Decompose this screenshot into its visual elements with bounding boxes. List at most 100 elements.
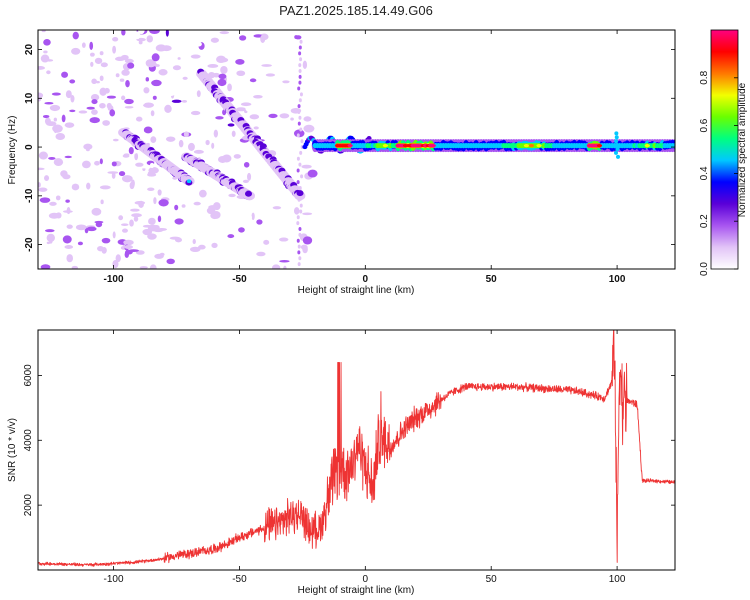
noise-blob xyxy=(38,96,42,102)
noise-blob xyxy=(62,174,71,180)
noise-blob xyxy=(39,197,51,203)
noise-blob xyxy=(172,65,182,71)
noise-blob xyxy=(46,241,51,245)
noise-blob xyxy=(209,112,221,116)
noise-blob xyxy=(106,95,117,99)
noise-blob xyxy=(193,201,201,206)
noise-blob xyxy=(182,76,188,80)
noise-blob xyxy=(290,117,294,121)
noise-blob xyxy=(121,69,130,76)
noise-blob xyxy=(232,265,238,269)
spectrogram-x-label: Height of straight line (km) xyxy=(298,285,415,296)
noise-blob xyxy=(118,215,124,221)
noise-blob xyxy=(101,247,107,254)
noise-blob xyxy=(111,172,116,179)
noise-blob xyxy=(150,136,157,144)
noise-blob xyxy=(189,246,201,252)
noise-blob xyxy=(56,30,67,35)
noise-blob xyxy=(119,78,125,82)
noise-blob xyxy=(91,78,97,85)
noise-blob xyxy=(152,95,157,100)
noise-blob xyxy=(69,109,76,113)
noise-blob xyxy=(190,54,201,59)
noise-blob xyxy=(145,60,157,68)
noise-blob xyxy=(293,129,305,138)
snr-x-tick-label: 0 xyxy=(363,574,369,585)
noise-blob xyxy=(205,139,210,146)
noise-blob xyxy=(106,51,113,57)
noise-blob xyxy=(174,218,184,225)
noise-blob xyxy=(190,110,201,116)
noise-blob xyxy=(302,236,313,245)
noise-blob xyxy=(279,113,290,119)
noise-blob xyxy=(112,45,117,54)
noise-blob xyxy=(165,91,176,97)
noise-blob xyxy=(100,199,104,205)
spike-blob xyxy=(299,57,303,62)
noise-blob xyxy=(115,73,120,78)
noise-blob xyxy=(195,41,202,47)
noise-blob xyxy=(301,46,311,53)
band-core xyxy=(644,143,650,148)
noise-blob xyxy=(52,124,63,133)
noise-blob xyxy=(53,117,58,122)
noise-blob xyxy=(99,185,111,190)
noise-blob xyxy=(129,219,134,227)
noise-blob xyxy=(43,50,48,54)
noise-blob xyxy=(213,129,219,138)
noise-blob xyxy=(64,155,72,159)
spike-blob xyxy=(298,232,302,237)
spectrogram-frame xyxy=(37,29,676,270)
noise-blob xyxy=(268,113,278,119)
noise-blob xyxy=(207,64,219,68)
noise-blob xyxy=(69,79,76,84)
noise-blob xyxy=(86,182,91,190)
snr-x-tick-label: 100 xyxy=(609,574,626,585)
noise-blob xyxy=(148,217,156,225)
noise-blob xyxy=(112,138,119,142)
noise-blob xyxy=(78,110,88,114)
spike-blob xyxy=(299,209,303,214)
band-core xyxy=(596,143,603,148)
noise-blob xyxy=(70,95,75,103)
noise-blob xyxy=(245,104,256,113)
noise-blob xyxy=(145,77,150,82)
band-spike xyxy=(615,147,620,152)
noise-blob xyxy=(58,204,62,209)
noise-blob xyxy=(177,57,181,60)
noise-blob xyxy=(49,104,61,112)
noise-blob xyxy=(38,151,49,160)
noise-blob xyxy=(77,241,83,246)
noise-blob xyxy=(211,211,221,219)
noise-blob xyxy=(272,206,282,210)
noise-blob xyxy=(157,98,168,102)
noise-blob xyxy=(124,98,134,105)
snr-frame xyxy=(37,329,676,571)
noise-blob xyxy=(272,264,281,269)
band-spike xyxy=(614,139,619,144)
noise-blob xyxy=(185,252,190,258)
noise-blob xyxy=(256,219,263,225)
band-core xyxy=(528,143,535,148)
spike-blob xyxy=(298,115,302,120)
noise-blob xyxy=(48,212,60,219)
noise-blob xyxy=(75,224,87,231)
noise-blob xyxy=(243,240,248,249)
noise-blob xyxy=(95,221,103,228)
noise-blob xyxy=(99,51,104,56)
band-core xyxy=(430,143,436,148)
noise-blob xyxy=(38,167,45,171)
branch-3-body xyxy=(245,190,253,197)
noise-blob xyxy=(65,199,70,203)
noise-blob xyxy=(89,117,100,124)
noise-blob xyxy=(128,249,140,252)
noise-blob xyxy=(99,102,106,109)
snr-y-tick-label: 4000 xyxy=(23,429,34,452)
noise-blob xyxy=(235,58,245,65)
noise-blob xyxy=(62,235,72,244)
noise-blob xyxy=(213,202,221,211)
noise-blob xyxy=(42,114,50,119)
noise-blob xyxy=(121,95,126,101)
